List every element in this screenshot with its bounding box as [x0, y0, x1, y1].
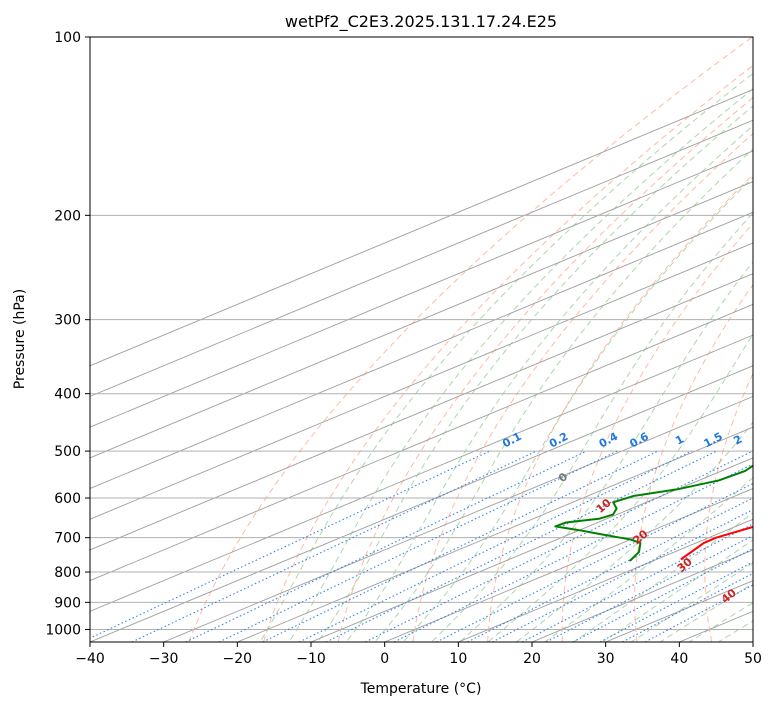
- moist-adiabat-label: 20: [630, 527, 650, 547]
- mixing-ratio-line: [467, 497, 753, 642]
- isotherm-line: [90, 181, 753, 459]
- moist-adiabat: [288, 88, 753, 642]
- mixing-ratio-line: [262, 450, 659, 642]
- mixing-ratio-line: [644, 584, 753, 642]
- chart-title: wetPf2_C2E3.2025.131.17.24.E25: [285, 12, 557, 32]
- mixing-ratio-label: 3: [768, 433, 775, 448]
- isotherm-line: [90, 211, 753, 490]
- plot-frame: [89, 36, 754, 643]
- x-tick-label: 40: [670, 651, 688, 667]
- isotherm-line: [90, 119, 753, 397]
- axes: −40 −30 −20 −10 0 10 20 30 40 5010020030040050060…: [45, 30, 762, 667]
- isotherm-line: [90, 89, 753, 367]
- mixing-ratio-line: [90, 450, 490, 639]
- y-tick-label: 800: [54, 565, 81, 581]
- y-tick-label: 300: [54, 313, 81, 329]
- mixing-ratio-line: [298, 450, 692, 642]
- isotherm-line: [752, 641, 753, 642]
- moist-adiabat: [659, 582, 753, 642]
- moist-adiabat: [345, 125, 753, 642]
- dry-adiabat: [634, 283, 753, 642]
- moist-adiabat: [402, 176, 753, 642]
- moist-adiabat: [601, 539, 753, 642]
- moist-adiabat: [717, 620, 753, 642]
- moist-adiabat-label: 0: [556, 470, 570, 485]
- mixing-ratio-line: [131, 450, 537, 642]
- mixing-ratio-line: [185, 450, 587, 642]
- isotherm-line: [531, 549, 753, 642]
- mixing-ratio-line: [599, 561, 753, 642]
- isotherm-line: [163, 395, 753, 642]
- dewpoint-profile: [554, 464, 753, 562]
- mixing-ratio-label: 0.6: [628, 430, 652, 451]
- moist-adiabat: [515, 421, 753, 642]
- dry-adiabat: [561, 222, 753, 642]
- moist-adiabat: [458, 260, 753, 642]
- y-tick-label: 900: [54, 595, 81, 611]
- x-tick-label: 30: [597, 651, 615, 667]
- moist-adiabat: [630, 562, 753, 642]
- y-axis-title: Pressure (hPa): [12, 289, 28, 389]
- mixing-ratio-label: 0.1: [500, 430, 523, 451]
- mixing-ratio-line: [436, 482, 753, 642]
- moist-adiabat: [430, 212, 753, 642]
- dry-adiabat: [487, 173, 753, 642]
- isotherm-line: [90, 334, 753, 612]
- y-tick-label: 1000: [45, 622, 81, 638]
- x-tick-label: −30: [149, 651, 179, 667]
- dry-adiabat: [704, 372, 753, 642]
- x-tick-label: −40: [75, 651, 105, 667]
- x-axis-title: Temperature (°C): [360, 681, 482, 697]
- moist-adiabat: [487, 333, 753, 642]
- isotherm-line: [384, 488, 753, 642]
- y-tick-label: 400: [54, 387, 81, 403]
- moist-adiabat: [374, 148, 753, 642]
- isotherm-line: [90, 365, 753, 642]
- mixing-ratio-line: [572, 548, 753, 642]
- dry-adiabat: [263, 64, 753, 642]
- x-tick-label: 10: [449, 651, 467, 667]
- isotherm-line: [237, 426, 753, 642]
- dry-adiabat: [412, 132, 753, 642]
- x-tick-label: −20: [223, 651, 253, 667]
- mixing-ratio-label: 0.4: [597, 430, 621, 451]
- y-tick-label: 100: [54, 30, 81, 46]
- plot-area: -100-90-80-70-60-50-40-30-20-100.10.20.4…: [90, 37, 775, 642]
- moist-adiabat: [688, 602, 753, 642]
- mixing-ratio-label: 1: [673, 433, 686, 448]
- x-tick-label: 50: [744, 651, 762, 667]
- moist-adiabat: [317, 105, 753, 642]
- moist-adiabat: [544, 476, 753, 642]
- dry-adiabat: [337, 96, 753, 642]
- mixing-ratio-line: [325, 450, 717, 642]
- mixing-ratio-line: [622, 572, 753, 642]
- isotherm-line: [458, 518, 753, 642]
- y-tick-label: 500: [54, 444, 81, 460]
- x-tick-label: 0: [380, 651, 389, 667]
- isotherm-line: [90, 273, 753, 551]
- mixing-ratio-label: 1.5: [702, 430, 725, 451]
- y-tick-label: 600: [54, 491, 81, 507]
- x-tick-label: −10: [296, 651, 326, 667]
- isotherm-line: [90, 150, 753, 428]
- moist-adiabat-label: 10: [594, 496, 614, 516]
- mixing-ratio-line: [546, 534, 753, 642]
- dry-adiabat: [188, 37, 753, 642]
- x-tick-label: 20: [523, 651, 541, 667]
- isotherm-line: [90, 242, 753, 520]
- mixing-ratio-line: [521, 523, 753, 642]
- y-tick-label: 700: [54, 531, 81, 547]
- isotherm-line: [310, 457, 753, 642]
- isotherm-line: [90, 303, 753, 582]
- mixing-ratio-label: 2: [731, 433, 744, 448]
- moist-adiabat: [572, 512, 753, 642]
- y-tick-label: 200: [54, 208, 81, 224]
- mixing-ratio-line: [218, 450, 618, 642]
